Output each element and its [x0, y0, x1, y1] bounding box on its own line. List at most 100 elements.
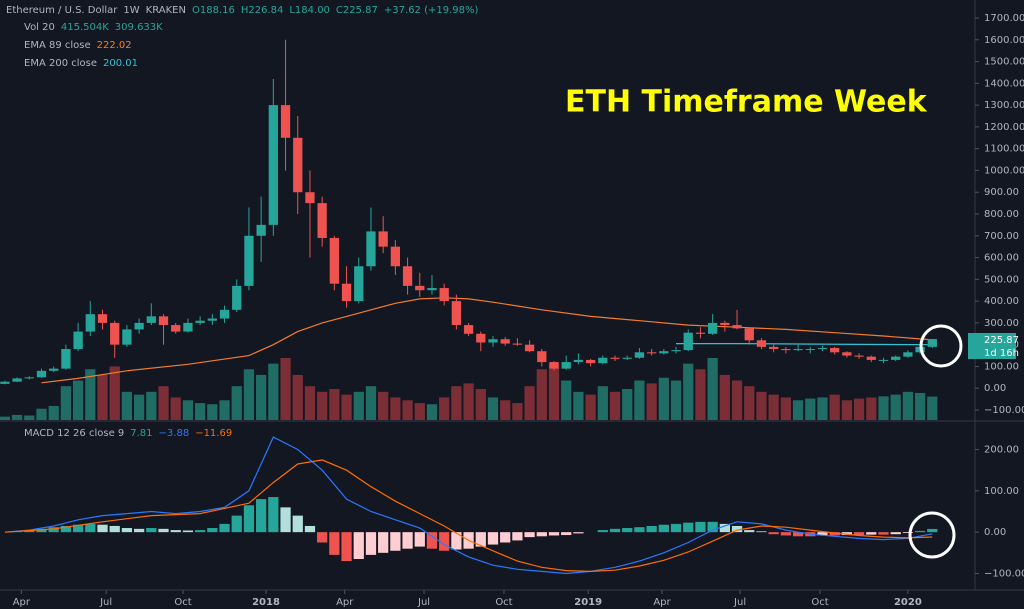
volume-bar — [853, 398, 865, 420]
x-tick-label: Oct — [811, 597, 828, 608]
histogram-bar — [548, 532, 560, 536]
legend-text: +37.62 (+19.98%) — [384, 5, 479, 16]
candle-body — [842, 352, 852, 356]
volume-bar — [695, 369, 706, 420]
legend-text: 7.81 — [130, 428, 152, 439]
candle-body — [744, 328, 754, 341]
candle-body — [12, 378, 22, 382]
histogram-bar — [512, 532, 523, 541]
candle-body — [134, 322, 144, 330]
histogram-bar — [121, 528, 133, 533]
volume-bar — [243, 369, 255, 420]
histogram-bar — [97, 524, 108, 533]
volume-bar — [707, 358, 718, 420]
candle-body — [756, 340, 767, 347]
histogram-bar — [695, 521, 706, 533]
candle-body — [366, 231, 376, 267]
histogram-bar — [719, 523, 730, 533]
histogram-bar — [439, 532, 450, 551]
histogram-bar — [109, 525, 120, 533]
histogram-bar — [927, 528, 938, 533]
highlight-circle — [919, 324, 963, 368]
candle-body — [415, 285, 425, 291]
volume-bar — [292, 374, 303, 420]
y-tick-label: 1600.00 — [984, 35, 1024, 46]
y-tick-label: 800.00 — [984, 209, 1019, 220]
candle-body — [476, 333, 486, 343]
legend-text: 415.504K — [61, 22, 109, 33]
histogram-bar — [866, 532, 877, 535]
histogram-bar — [634, 527, 645, 533]
legend-text: −11.69 — [195, 428, 232, 439]
candle-body — [903, 352, 913, 357]
candle-body — [524, 344, 535, 352]
candle-body — [683, 332, 693, 351]
volume-bar — [487, 397, 499, 420]
candle-body — [732, 325, 742, 329]
legend-text: 309.633K — [115, 22, 163, 33]
volume-bar — [182, 400, 194, 420]
volume-bar — [512, 403, 523, 420]
x-tick-label: Apr — [653, 597, 671, 608]
candle-body — [402, 266, 413, 286]
y-tick-label: 300.00 — [984, 318, 1019, 329]
candle-body — [219, 309, 230, 319]
histogram-bar — [829, 532, 840, 536]
histogram-bar — [597, 530, 608, 533]
candle-body — [390, 246, 401, 267]
legend-text: O188.16 — [192, 5, 235, 16]
histogram-bar — [182, 530, 194, 533]
volume-bar — [317, 391, 328, 420]
candle-body — [561, 362, 571, 369]
volume-bar — [524, 386, 535, 420]
volume-bar — [353, 391, 364, 420]
candle-body — [36, 370, 47, 378]
histogram-bar — [60, 525, 72, 533]
legend-text: 200.01 — [103, 58, 138, 69]
histogram-bar — [744, 530, 755, 533]
volume-bar — [133, 394, 145, 420]
y-tick-label: −100.00 — [984, 405, 1024, 416]
candle-body — [73, 331, 83, 350]
volume-bar — [426, 404, 438, 420]
legend-text: Ethereum / U.S. Dollar — [6, 5, 118, 16]
histogram-bar — [36, 528, 47, 533]
volume-bar — [256, 374, 267, 420]
ema-legend: EMA 200 close 200.01 — [24, 58, 138, 69]
histogram-bar — [683, 522, 694, 533]
candle-body — [317, 203, 327, 238]
volume-bar — [902, 391, 914, 420]
y-tick-label: 600.00 — [984, 253, 1019, 264]
y-tick-label: 0.00 — [984, 527, 1006, 538]
histogram-bar — [329, 532, 340, 555]
volume-bar — [390, 397, 401, 420]
candle-body — [146, 316, 156, 323]
histogram-bar — [378, 532, 389, 553]
y-tick-label: 1100.00 — [984, 144, 1024, 155]
histogram-bar — [487, 532, 499, 545]
candle-body — [207, 318, 217, 321]
y-tick-label: 500.00 — [984, 274, 1019, 285]
volume-bar — [866, 397, 877, 420]
volume-bar — [573, 391, 584, 420]
x-tick-label: 2020 — [894, 597, 922, 608]
y-tick-label: 0.00 — [984, 383, 1006, 394]
candle-body — [671, 350, 681, 352]
histogram-bar — [475, 532, 486, 547]
volume-bar — [451, 386, 462, 420]
candle-body — [585, 359, 596, 364]
y-tick-label: 1300.00 — [984, 100, 1024, 111]
y-tick-label: 1700.00 — [984, 13, 1024, 24]
x-tick-label: Oct — [495, 597, 512, 608]
candle-body — [598, 357, 608, 364]
volume-bar — [927, 396, 938, 420]
histogram-bar — [561, 532, 572, 536]
y-tick-label: 1400.00 — [984, 78, 1024, 89]
candle-body — [708, 322, 718, 334]
volume-bar — [561, 380, 572, 420]
volume-bar — [109, 366, 120, 420]
candle-body — [329, 237, 339, 284]
volume-bar — [195, 403, 206, 420]
line — [41, 297, 933, 384]
